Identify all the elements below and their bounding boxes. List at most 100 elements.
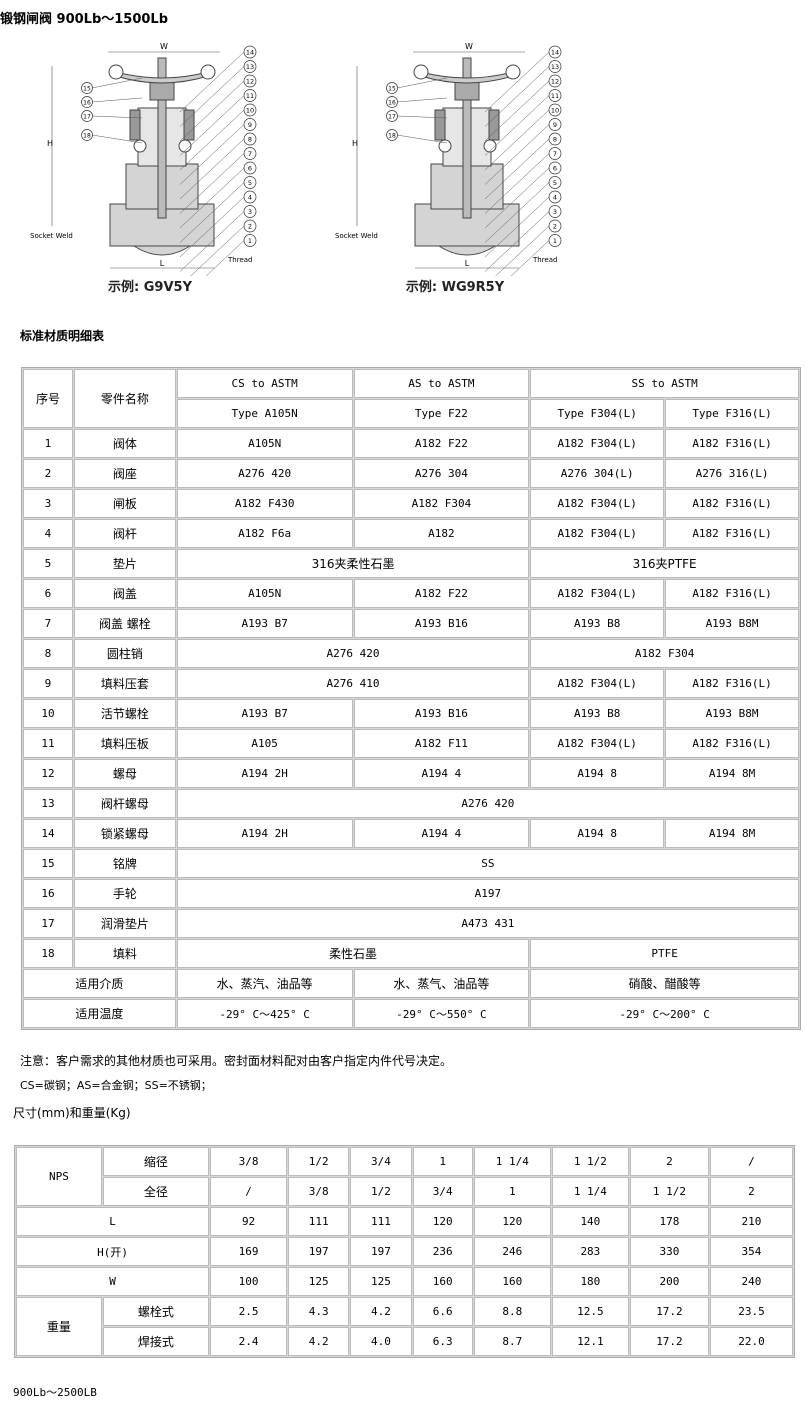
table-cell: 160 [473,1267,551,1296]
svg-text:4: 4 [248,194,252,202]
table-row: 15 铭牌 SS [23,849,799,878]
table-cell: A193 B7 [176,609,353,638]
table-cell: 2 [629,1147,709,1176]
table-cell: 8 [23,639,73,668]
table-cell: 手轮 [73,879,176,908]
table-cell: 阀盖 螺栓 [73,609,176,638]
table-cell: 1 1/2 [551,1147,629,1176]
table-row: 序号 零件名称 CS to ASTM AS to ASTM SS to ASTM [23,369,799,428]
svg-text:Socket Weld: Socket Weld [335,232,378,240]
svg-text:Thread: Thread [227,256,252,264]
table-cell: A182 F316(L) [665,489,799,518]
table-row: 1 阀体 A105N A182 F22 A182 F304(L) A182 F316(L) [23,429,799,458]
table-cell: A193 B8M [665,609,799,638]
table-cell: A182 F316(L) [665,429,799,458]
table-cell: -29° C～425° C [176,999,353,1028]
table-row: 3 闸板 A182 F430 A182 F304 A182 F304(L) A182 F3… [23,489,799,518]
footer-pressure-class: 900Lb～2500LB [13,1386,97,1399]
table-cell: H(开) [16,1237,210,1266]
table-row: 焊接式 2.4 4.2 4.0 6.3 8.7 12.1 17.2 22.0 [16,1327,793,1356]
table-cell: 180 [551,1267,629,1296]
table-cell: AS to ASTM [353,369,530,398]
svg-text:2: 2 [553,223,557,231]
table-cell: A182 F316(L) [665,729,799,758]
table-cell: 12.5 [551,1297,629,1326]
table-cell: A105N [176,579,353,608]
table-cell: A276 420 [176,789,799,818]
table-cell: 缩径 [102,1147,210,1176]
table-cell: Type F316(L) [665,399,799,428]
table-cell: 15 [23,849,73,878]
table-cell: A193 B16 [353,609,530,638]
table-cell: / [709,1147,793,1176]
table-cell: 210 [709,1207,793,1236]
table-row: 16 手轮 A197 [23,879,799,908]
table-cell: 1 1/4 [551,1177,629,1206]
figure-caption: 示例: WG9R5Y [405,280,505,295]
table-cell: 8.8 [473,1297,551,1326]
svg-text:10: 10 [246,107,254,115]
table-row: 8 圆柱销 A276 420 A182 F304 [23,639,799,668]
table-cell: 6.3 [412,1327,473,1356]
table-cell: A182 F316(L) [665,579,799,608]
table-row: 12 螺母 A194 2H A194 4 A194 8 A194 8M [23,759,799,788]
svg-text:18: 18 [388,133,396,140]
table-cell: 3/8 [210,1147,288,1176]
table-cell: 闸板 [73,489,176,518]
table-cell: A182 F304(L) [530,429,665,458]
dims-table-title: 尺寸(mm)和重量(Kg) [13,1106,131,1120]
table-cell: 4.2 [350,1297,412,1326]
svg-text:4: 4 [553,194,557,202]
table-cell: 240 [709,1267,793,1296]
table-cell: A182 F304(L) [530,519,665,548]
table-cell: 润滑垫片 [73,909,176,938]
table-cell: 12.1 [551,1327,629,1356]
table-row: 7 阀盖 螺栓 A193 B7 A193 B16 A193 B8 A193 B8M [23,609,799,638]
table-cell: 圆柱销 [73,639,176,668]
note-abbreviations: CS=碳钢；AS=合金钢；SS=不锈钢； [20,1079,212,1092]
table-cell: 2 [709,1177,793,1206]
table-cell: SS to ASTM [530,369,799,398]
svg-text:9: 9 [248,121,252,129]
table-row: 9 填料压套 A276 410 A182 F304(L) A182 F316(L) [23,669,799,698]
table-cell: 111 [350,1207,412,1236]
table-cell: 197 [350,1237,412,1266]
table-cell: A194 8 [530,819,665,848]
table-row: NPS 缩径 3/8 1/2 3/4 1 1 1/4 1 1/2 2/ [16,1147,793,1206]
table-cell: 活节螺栓 [73,699,176,728]
table-row: 适用温度 -29° C～425° C -29° C～550° C -29° C～200… [23,999,799,1028]
table-cell: 316夹柔性石墨 [176,549,530,578]
svg-text:11: 11 [246,92,254,100]
handwheel-icon [413,64,521,84]
svg-text:15: 15 [83,86,91,93]
table-cell: 硝酸、醋酸等 [530,969,799,998]
table-cell: A105N [176,429,353,458]
table-cell: 适用介质 [23,969,176,998]
svg-text:1: 1 [553,237,557,245]
table-cell: A182 F304 [530,639,799,668]
table-cell: A194 4 [353,759,530,788]
table-cell: A182 F6a [176,519,353,548]
table-cell: A194 4 [353,819,530,848]
table-cell: PTFE [530,939,799,968]
table-cell: W [16,1267,210,1296]
handwheel-icon [108,64,216,84]
svg-text:3: 3 [248,208,252,216]
table-cell: 11 [23,729,73,758]
svg-text:H: H [352,139,358,148]
table-cell: A182 F22 [353,429,530,458]
table-cell: 3/8 [288,1177,350,1206]
table-row: Type A105N Type F22 Type F304(L) Type F316(… [23,399,799,428]
svg-text:10: 10 [551,107,559,115]
note-materials: 注意：客户需求的其他材质也可采用。密封面材料配对由客户指定内件代号决定。 [20,1054,453,1068]
table-cell: 2.4 [210,1327,288,1356]
table-cell: 4 [23,519,73,548]
table-row: 18 填料 柔性石墨 PTFE [23,939,799,968]
valve-diagram-wg9r5y: W H L Socket Weld Thread 14 13 12 11 10 9 8 7 6 5 4… [335,36,575,301]
table-cell: SS [176,849,799,878]
svg-text:3: 3 [553,208,557,216]
table-cell: A182 F11 [353,729,530,758]
table-cell: Type F22 [353,399,530,428]
table-cell: A193 B8M [665,699,799,728]
table-cell: 阀杆螺母 [73,789,176,818]
